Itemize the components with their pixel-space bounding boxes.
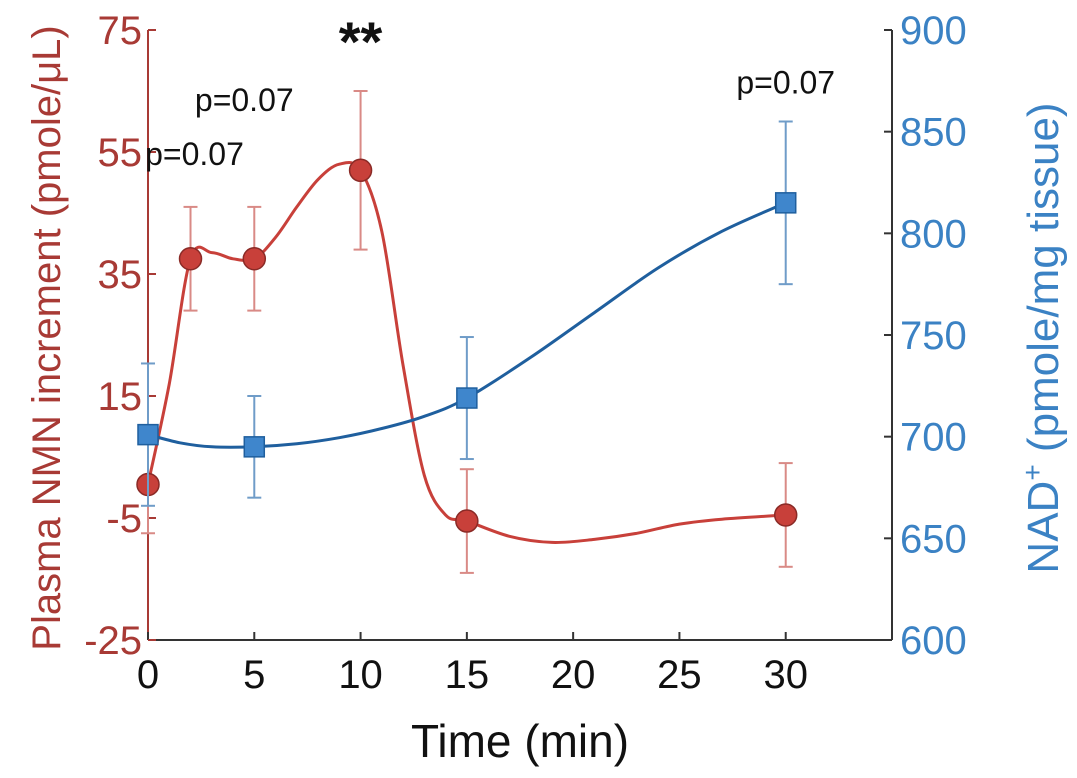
left-y-tick-label: -5 bbox=[106, 497, 142, 541]
series-nad bbox=[137, 120, 797, 507]
left-y-tick-label: -25 bbox=[84, 619, 142, 663]
annotation-layer: p=0.07 p=0.07 ** p=0.07 bbox=[145, 10, 835, 172]
nmn-series-line bbox=[146, 160, 788, 544]
right-y-tick-label: 850 bbox=[900, 111, 967, 155]
left-y-tick-label: 55 bbox=[98, 131, 143, 175]
left-y-tick-label: 15 bbox=[98, 375, 143, 419]
series-nmn bbox=[136, 90, 798, 574]
nad-data-point bbox=[137, 423, 159, 446]
nad-data-point bbox=[774, 192, 797, 214]
x-tick-label: 15 bbox=[445, 653, 490, 697]
nad-data-point bbox=[456, 387, 478, 409]
x-tick-label: 5 bbox=[243, 653, 265, 697]
x-tick-label: 30 bbox=[763, 653, 808, 697]
nmn-data-point bbox=[455, 509, 479, 533]
right-y-axis-title: NAD+ (pmole/mg tissue) bbox=[1017, 102, 1068, 573]
right-y-axis-ticks: 600 650 700 750 800 850 900 bbox=[884, 9, 967, 663]
nmn-data-point bbox=[773, 503, 798, 527]
x-tick-label: 0 bbox=[137, 653, 159, 697]
nmn-data-point bbox=[348, 158, 373, 183]
right-y-axis-title-units: (pmole/mg tissue) bbox=[1019, 102, 1068, 464]
left-y-axis-ticks: -25 -5 15 35 55 75 bbox=[84, 9, 156, 663]
right-y-axis-title-superscript: + bbox=[1017, 464, 1048, 480]
x-tick-label: 10 bbox=[338, 653, 383, 697]
p-value-annotation: p=0.07 bbox=[195, 82, 294, 118]
significance-annotation: ** bbox=[339, 10, 383, 73]
right-y-tick-label: 650 bbox=[900, 517, 967, 561]
left-y-axis-title: Plasma NMN increment (pmole/μL) bbox=[25, 25, 69, 650]
p-value-annotation: p=0.07 bbox=[145, 136, 244, 172]
left-y-tick-label: 75 bbox=[98, 9, 143, 53]
series-layer bbox=[136, 90, 798, 574]
nmn-data-point bbox=[178, 247, 203, 271]
right-y-tick-label: 600 bbox=[900, 619, 967, 663]
right-y-tick-label: 750 bbox=[900, 314, 967, 358]
nmn-data-point bbox=[242, 247, 267, 271]
x-axis-title: Time (min) bbox=[411, 715, 629, 767]
x-axis-ticks: 0 5 10 15 20 25 30 bbox=[137, 632, 808, 697]
nad-data-point bbox=[243, 436, 266, 458]
right-y-tick-label: 900 bbox=[900, 9, 967, 53]
left-y-tick-label: 35 bbox=[98, 253, 143, 297]
right-y-axis-title-main: NAD bbox=[1019, 481, 1068, 574]
x-tick-label: 25 bbox=[657, 653, 702, 697]
p-value-annotation: p=0.07 bbox=[736, 65, 835, 101]
right-y-tick-label: 800 bbox=[900, 212, 967, 256]
x-tick-label: 20 bbox=[551, 653, 596, 697]
right-y-tick-label: 700 bbox=[900, 416, 967, 460]
nad-series-line bbox=[146, 201, 788, 449]
